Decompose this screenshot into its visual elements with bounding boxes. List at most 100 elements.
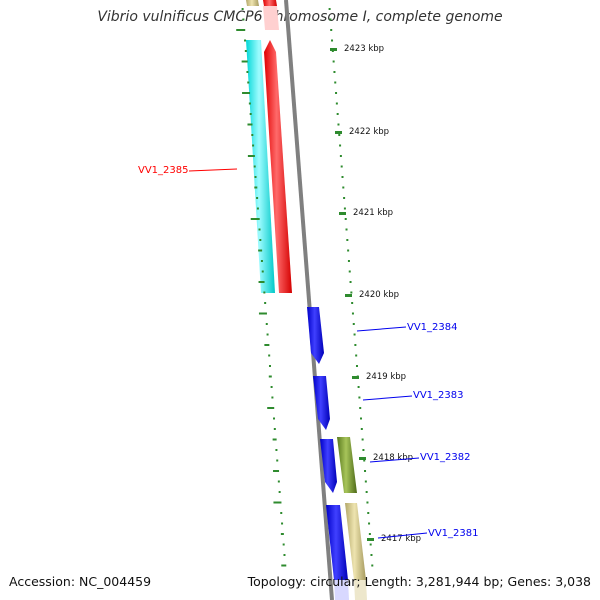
gc-tick <box>335 92 338 94</box>
gene-label-vv1-2381[interactable]: VV1_2381 <box>428 528 479 539</box>
gc-tick <box>331 39 334 42</box>
tick-label-2423: 2423 kbp <box>344 44 384 54</box>
cds-vv1-2381 <box>326 505 348 580</box>
gc-skew-ticks <box>236 8 374 567</box>
gc-tick <box>346 239 349 241</box>
gc-tick <box>248 102 251 105</box>
gc-tick <box>273 428 276 430</box>
gc-tick <box>334 81 337 84</box>
gc-tick <box>272 438 277 441</box>
gc-tick <box>252 144 255 147</box>
leader-vv1-2381 <box>377 532 428 539</box>
gc-tick <box>254 176 257 178</box>
gc-tick <box>338 134 341 136</box>
gc-tick <box>278 491 281 493</box>
gc-tick <box>336 113 339 115</box>
gc-tick <box>280 512 283 514</box>
gc-tick <box>259 239 262 241</box>
gene-label-vv1-2382[interactable]: VV1_2382 <box>420 452 471 463</box>
gc-tick <box>273 417 276 420</box>
genome-info-label: Topology: circular; Length: 3,281,944 bp… <box>247 574 591 589</box>
gc-tick <box>366 501 369 504</box>
tick-label-2417: 2417 kbp <box>381 534 421 544</box>
gc-tick <box>351 302 354 304</box>
leader-vv1-2383 <box>362 395 413 401</box>
gc-tick <box>277 480 280 483</box>
gc-tick <box>236 29 246 31</box>
gc-tick <box>267 407 275 409</box>
gc-tick <box>341 176 344 178</box>
gc-tick <box>354 344 357 346</box>
gc-tick <box>258 249 263 252</box>
gc-tick <box>353 333 356 336</box>
kbp-tick-marks <box>330 48 374 541</box>
gc-tick <box>244 39 247 42</box>
gc-tick <box>339 155 342 157</box>
cds-vv1-2384 <box>307 307 324 364</box>
gc-tick <box>268 354 271 357</box>
gc-tick <box>258 228 261 231</box>
gc-tick <box>365 491 368 493</box>
gc-tick <box>368 522 371 525</box>
gc-tick <box>362 449 365 451</box>
cds-vv1-2382 <box>320 439 337 493</box>
gc-tick <box>355 354 358 357</box>
tan-feature <box>345 503 366 580</box>
kbp-tick <box>367 538 374 541</box>
gc-tick <box>260 260 263 262</box>
gene-label-vv1-2385[interactable]: VV1_2385 <box>138 165 189 176</box>
gc-tick <box>266 333 269 336</box>
gc-tick <box>251 134 254 136</box>
gc-tick <box>271 396 274 399</box>
gc-tick <box>328 8 331 10</box>
gc-tick <box>355 365 358 367</box>
gene-label-vv1-2384[interactable]: VV1_2384 <box>407 322 458 333</box>
tick-label-2422: 2422 kbp <box>349 127 389 137</box>
tan-feature-top <box>246 0 259 6</box>
cds-top-partial <box>263 0 277 6</box>
gc-tick <box>335 102 338 105</box>
gc-tick <box>247 155 255 157</box>
gc-tick <box>263 291 266 294</box>
gc-tick <box>280 533 284 535</box>
gc-tick <box>343 197 346 199</box>
gc-tick <box>337 123 340 126</box>
gc-tick <box>364 480 367 483</box>
kbp-tick <box>345 294 352 297</box>
gc-tick <box>343 207 346 210</box>
genome-backbone <box>284 0 334 600</box>
cds-bottom-light <box>334 580 349 600</box>
gc-tick <box>250 218 260 220</box>
gc-tick <box>241 60 248 63</box>
gc-tick <box>273 470 280 472</box>
gc-tick <box>329 18 332 21</box>
gc-tick <box>350 291 353 294</box>
gc-tick <box>348 270 351 273</box>
gc-tick <box>349 281 352 283</box>
gc-tick <box>258 312 267 315</box>
kbp-tick <box>352 376 359 379</box>
gc-tick <box>242 18 245 21</box>
gc-tick <box>369 543 372 546</box>
gc-tick <box>359 407 362 409</box>
gc-tick <box>242 92 251 94</box>
gc-tick <box>247 123 253 126</box>
gc-tick <box>264 302 267 304</box>
gc-tick <box>330 29 333 31</box>
gc-tick <box>268 375 272 378</box>
tick-label-2418: 2418 kbp <box>373 453 413 463</box>
kbp-tick <box>359 457 366 460</box>
gc-tick <box>261 270 264 273</box>
kbp-tick <box>335 131 342 134</box>
gc-tick <box>265 323 268 325</box>
kbp-tick <box>339 212 346 215</box>
gc-tick <box>342 186 345 189</box>
gene-label-vv1-2383[interactable]: VV1_2383 <box>413 390 464 401</box>
gc-tick <box>358 396 361 399</box>
gc-tick <box>333 71 336 73</box>
leader-vv1-2385 <box>188 168 238 172</box>
tick-label-2421: 2421 kbp <box>353 208 393 218</box>
gc-tick <box>249 113 252 115</box>
leader-vv1-2384 <box>356 326 407 332</box>
